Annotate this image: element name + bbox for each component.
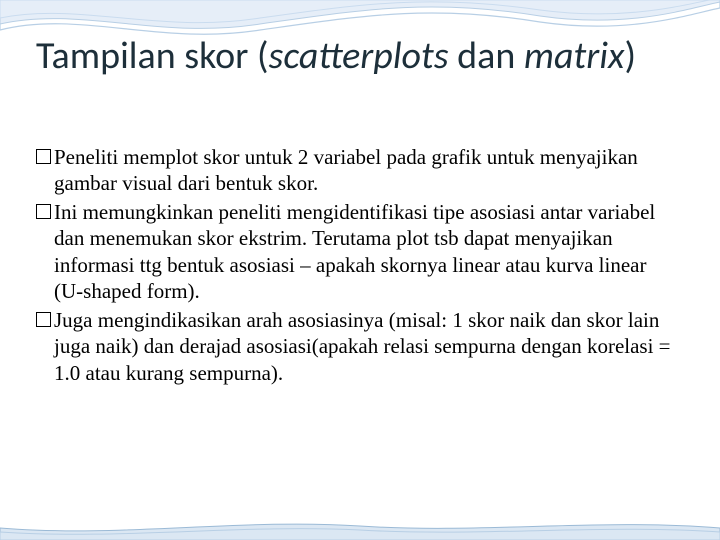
list-item: Ini memungkinkan peneliti mengidentifika…	[36, 199, 672, 305]
bullet-text: Peneliti memplot skor untuk 2 variabel p…	[54, 144, 672, 197]
bullet-box-icon	[36, 204, 51, 219]
title-italic1: scatterplots	[269, 33, 449, 79]
bullet-text: Ini memungkinkan peneliti mengidentifika…	[54, 199, 672, 305]
slide-title: Tampilan skor (scatterplots dan matrix)	[36, 36, 684, 77]
bullet-box-icon	[36, 312, 51, 327]
bottom-wave-decoration	[0, 512, 720, 540]
bullet-box-icon	[36, 149, 51, 164]
title-part3: )	[624, 33, 636, 79]
slide: Tampilan skor (scatterplots dan matrix) …	[0, 0, 720, 540]
title-part1: Tampilan skor (	[36, 33, 269, 79]
title-italic2: matrix	[524, 33, 625, 79]
list-item: Juga mengindikasikan arah asosiasinya (m…	[36, 307, 672, 386]
title-part2: dan	[449, 33, 524, 79]
body-text: Peneliti memplot skor untuk 2 variabel p…	[36, 144, 672, 388]
list-item: Peneliti memplot skor untuk 2 variabel p…	[36, 144, 672, 197]
bullet-text: Juga mengindikasikan arah asosiasinya (m…	[54, 307, 672, 386]
